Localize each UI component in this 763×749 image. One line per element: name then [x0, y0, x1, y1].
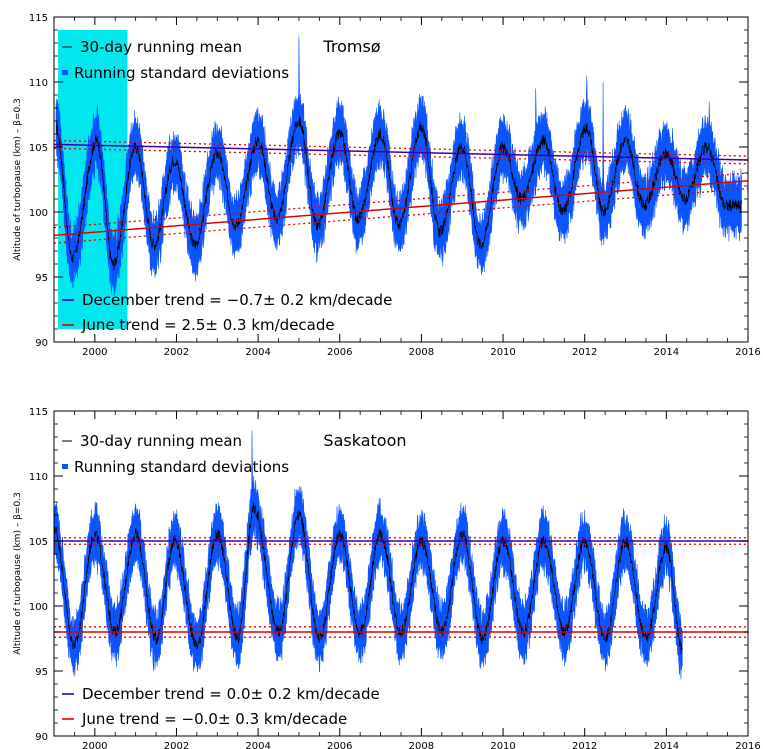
y-tick-label: 100	[29, 208, 48, 219]
y-tick-label: 95	[35, 667, 48, 678]
y-tick-label: 110	[29, 78, 48, 89]
legend-december-trend-label: December trend = 0.0± 0.2 km/decade	[82, 685, 380, 703]
y-tick-label: 90	[35, 338, 48, 349]
legend-december-trend-label: December trend = −0.7± 0.2 km/decade	[82, 291, 392, 309]
x-tick-label: 2016	[735, 347, 760, 358]
y-axis-label: Altitude of turbopause (km) – β=0.3	[13, 98, 23, 261]
y-axis-label: Altitude of turbopause (km) – β=0.3	[13, 492, 23, 655]
x-tick-label: 2012	[572, 347, 597, 358]
x-tick-label: 2008	[409, 741, 434, 749]
plot-area	[54, 430, 748, 680]
june-trend-upper-bound	[54, 172, 748, 229]
x-tick-label: 2012	[572, 741, 597, 749]
x-tick-label: 2004	[245, 347, 270, 358]
legend-std-label: Running standard deviations	[74, 458, 289, 476]
legend-mean-label: 30-day running mean	[80, 432, 242, 450]
legend-std-swatch	[62, 70, 68, 75]
legend-june-trend-label: June trend = 2.5± 0.3 km/decade	[81, 316, 335, 334]
plot-area	[54, 30, 748, 329]
running-mean-line	[55, 115, 742, 271]
y-tick-label: 115	[29, 407, 48, 418]
x-tick-label: 2010	[490, 741, 515, 749]
std-dev-band	[55, 36, 742, 296]
y-tick-label: 105	[29, 537, 48, 548]
y-tick-label: 110	[29, 472, 48, 483]
tromso-panel: 2000 2002 2004 2006 2008 2010 2012 2014 2016 90 95…	[13, 13, 761, 358]
y-tick-label: 95	[35, 273, 48, 284]
x-tick-label: 2014	[654, 347, 679, 358]
y-tick-label: 90	[35, 732, 48, 743]
x-tick-label: 2000	[82, 741, 107, 749]
std-dev-band	[54, 430, 683, 680]
legend-std-swatch	[62, 464, 68, 469]
december-trend-line	[54, 143, 748, 161]
running-mean-line	[54, 502, 683, 655]
june-trend-lower-bound	[54, 187, 748, 244]
december-trend-upper-bound	[54, 139, 748, 157]
december-trend-lower-bound	[54, 147, 748, 165]
x-tick-label: 2016	[735, 741, 760, 749]
x-tick-label: 2004	[245, 741, 270, 749]
y-tick-label: 105	[29, 143, 48, 154]
x-tick-label: 2008	[409, 347, 434, 358]
x-tick-label: 2000	[82, 347, 107, 358]
x-tick-label: 2014	[654, 741, 679, 749]
legend-std-label: Running standard deviations	[74, 64, 289, 82]
x-tick-label: 2006	[327, 741, 352, 749]
y-tick-label: 100	[29, 602, 48, 613]
y-tick-label: 115	[29, 13, 48, 24]
x-tick-label: 2002	[164, 741, 189, 749]
legend-june-trend-label: June trend = −0.0± 0.3 km/decade	[81, 710, 347, 728]
saskatoon-panel: 2000 2002 2004 2006 2008 2010 2012 2014 2016 90 95…	[13, 407, 761, 749]
x-tick-label: 2010	[490, 347, 515, 358]
x-tick-label: 2002	[164, 347, 189, 358]
legend-mean-label: 30-day running mean	[80, 38, 242, 56]
station-name: Saskatoon	[323, 431, 406, 450]
station-name: Tromsø	[322, 37, 380, 56]
june-trend-line	[54, 180, 748, 237]
x-tick-label: 2006	[327, 347, 352, 358]
